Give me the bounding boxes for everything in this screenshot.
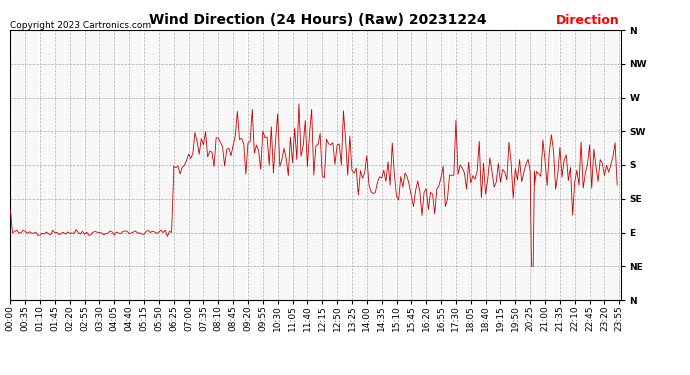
Text: Copyright 2023 Cartronics.com: Copyright 2023 Cartronics.com bbox=[10, 21, 152, 30]
Text: Wind Direction (24 Hours) (Raw) 20231224: Wind Direction (24 Hours) (Raw) 20231224 bbox=[148, 13, 486, 27]
Text: Direction: Direction bbox=[556, 14, 620, 27]
